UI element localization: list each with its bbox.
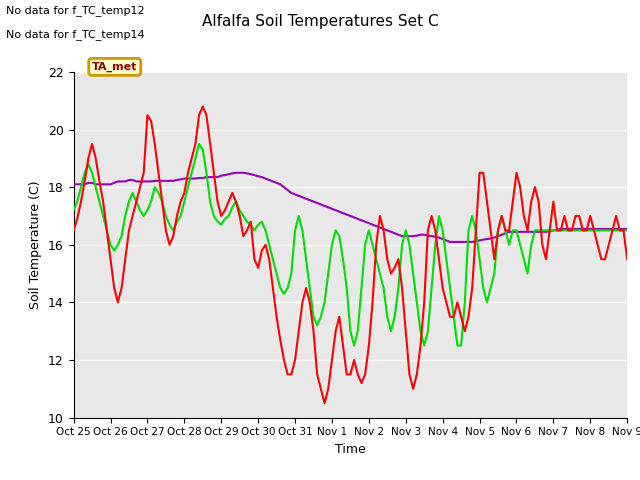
Text: Alfalfa Soil Temperatures Set C: Alfalfa Soil Temperatures Set C	[202, 14, 438, 29]
Text: No data for f_TC_temp14: No data for f_TC_temp14	[6, 29, 145, 40]
Text: TA_met: TA_met	[92, 62, 138, 72]
Text: No data for f_TC_temp12: No data for f_TC_temp12	[6, 5, 145, 16]
X-axis label: Time: Time	[335, 443, 366, 456]
Y-axis label: Soil Temperature (C): Soil Temperature (C)	[29, 180, 42, 309]
